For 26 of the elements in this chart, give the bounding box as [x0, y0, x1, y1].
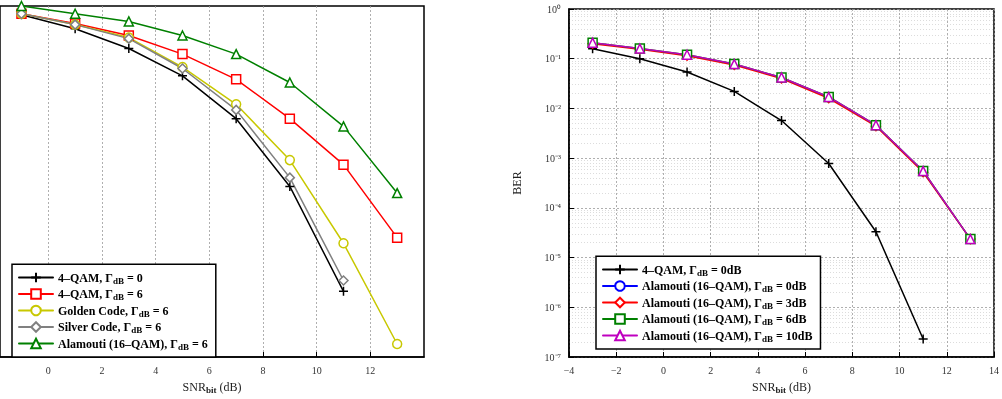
x-tick-label: 4: [755, 364, 761, 376]
y-axis-title: BER: [510, 171, 524, 195]
y-tick-label: 10⁻⁷: [544, 351, 562, 363]
x-tick-label: 6: [206, 364, 212, 376]
x-tick-label: −2: [610, 364, 622, 376]
y-tick-label: 10⁻¹: [545, 53, 561, 65]
x-tick-label: 14: [989, 364, 999, 376]
x-tick-label: 12: [365, 364, 376, 376]
y-tick-label: 10⁻⁴: [544, 202, 562, 214]
x-tick-label: 8: [260, 364, 266, 376]
y-tick-label: 10⁻³: [545, 152, 561, 164]
x-tick-label: 10: [311, 364, 322, 376]
x-tick-label: 0: [660, 364, 666, 376]
x-tick-label: 10: [894, 364, 905, 376]
y-tick-label: 10⁻²: [545, 102, 561, 114]
x-tick-label: 2: [708, 364, 714, 376]
x-tick-label: 12: [941, 364, 952, 376]
x-tick-label: 0: [45, 364, 51, 376]
y-tick-label: 10⁻⁵: [544, 252, 561, 264]
y-tick-label: 10⁻⁶: [544, 301, 562, 313]
x-tick-label: 6: [802, 364, 808, 376]
x-tick-label: 2: [99, 364, 105, 376]
x-tick-label: 4: [153, 364, 159, 376]
x-tick-label: −4: [563, 364, 575, 376]
y-tick-label: 10⁰: [547, 3, 561, 15]
x-tick-label: 8: [849, 364, 855, 376]
